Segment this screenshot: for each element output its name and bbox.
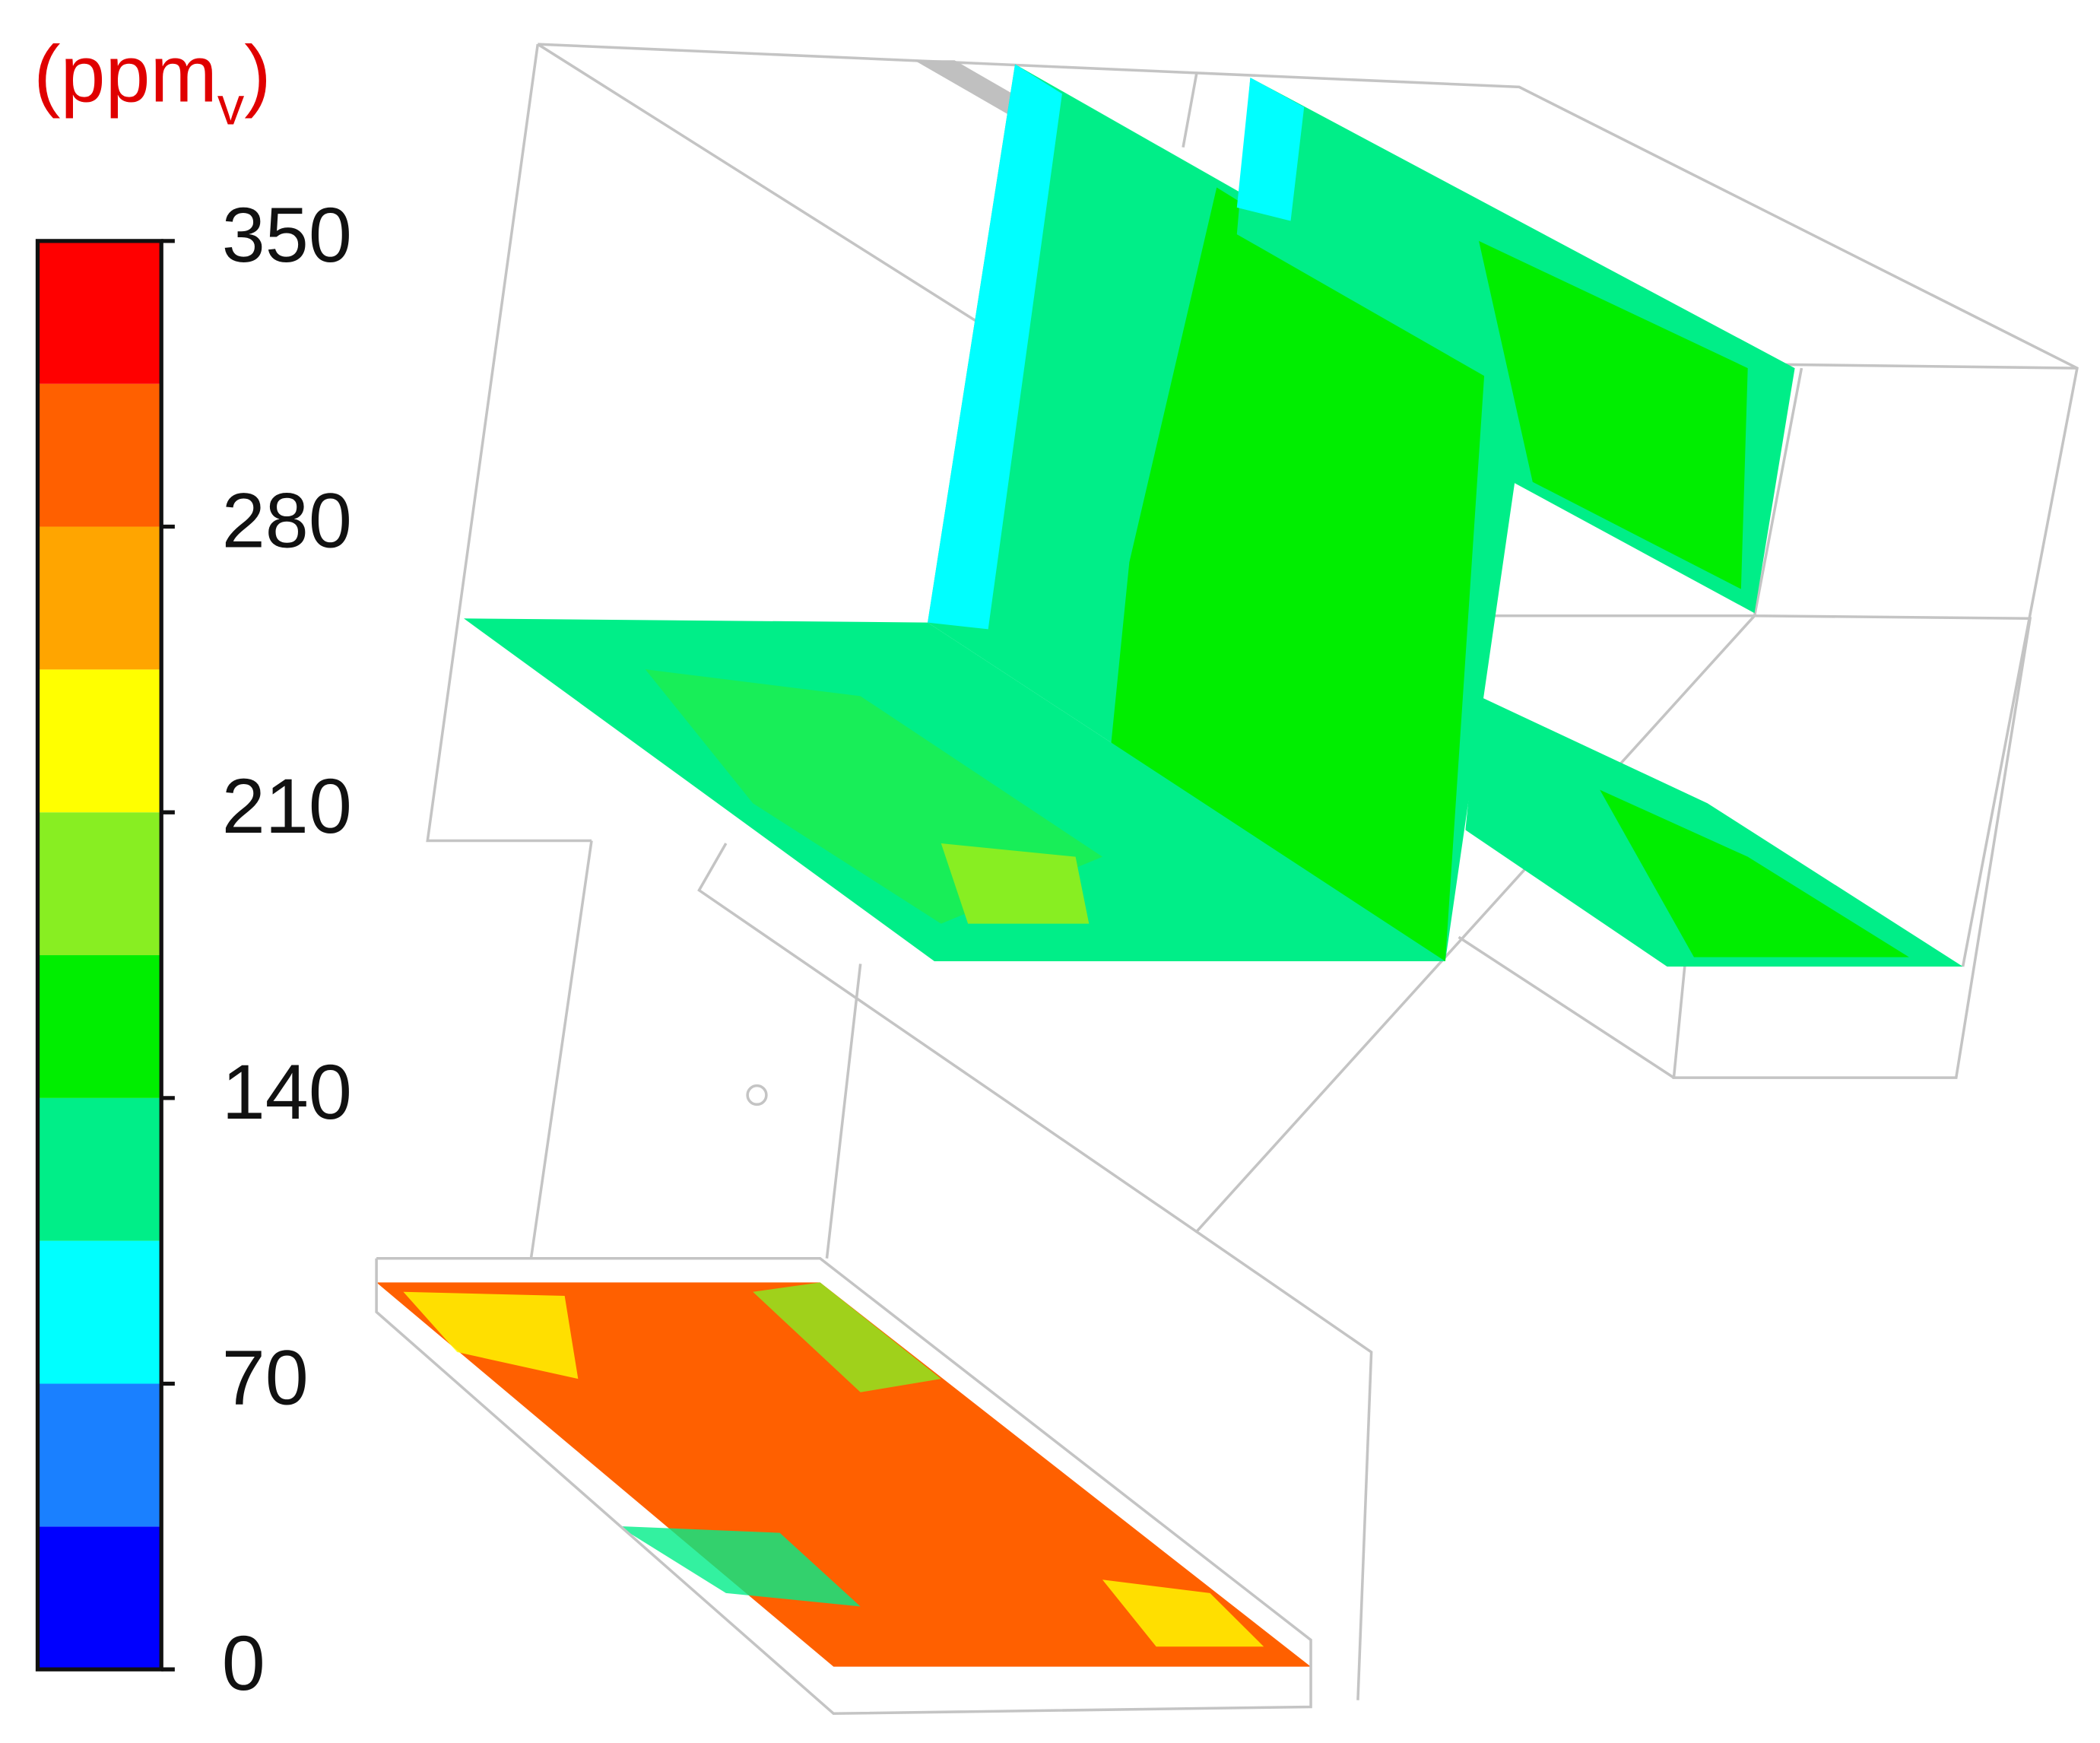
- colorbar-band: [37, 240, 162, 384]
- tick-label: 70: [222, 1334, 309, 1421]
- colorbar-band: [37, 526, 162, 670]
- box-edge: [426, 43, 592, 843]
- colorbar: 0 70 140 210 280 350: [35, 191, 352, 1706]
- tray: [376, 1282, 1312, 1667]
- colorbar-band: [37, 955, 162, 1098]
- tray-patch: [403, 1291, 579, 1379]
- plane-patch: [1236, 78, 1305, 221]
- box-edge: [1182, 73, 1198, 148]
- box-edge: [538, 43, 2079, 967]
- box-edge: [1458, 935, 1675, 1079]
- box-edge: [1672, 367, 2032, 1079]
- plane: [1465, 696, 1963, 967]
- title-subscript: v: [217, 76, 245, 136]
- tick-label: 210: [222, 762, 352, 849]
- colorbar-band: [37, 1240, 162, 1384]
- plane-patch: [1479, 240, 1748, 589]
- colorbar-band: [37, 1383, 162, 1527]
- tick-label: 350: [222, 191, 352, 278]
- colorbar-title: (ppmv): [33, 30, 271, 136]
- plane-patch: [941, 843, 1090, 924]
- plane-patch: [1102, 187, 1486, 961]
- colorbar-band: [37, 812, 162, 956]
- tray-patch: [618, 1526, 861, 1607]
- tray-patch: [753, 1282, 941, 1392]
- colorbar-band: [37, 383, 162, 527]
- tick-label: 0: [222, 1619, 265, 1706]
- box-edge: [825, 964, 862, 1259]
- title-part: ): [244, 30, 271, 119]
- plane-patch: [928, 64, 1062, 630]
- box-edge: [697, 843, 1198, 1233]
- colorbar-band: [37, 669, 162, 813]
- colorbar-band: [37, 1097, 162, 1241]
- tray-edge: [375, 1256, 1312, 1716]
- title-part: (ppm: [33, 30, 217, 119]
- domain-geometry: [375, 43, 2079, 1716]
- tick-label: 280: [222, 477, 352, 564]
- colorbar-band: [37, 1526, 162, 1670]
- tick-label: 140: [222, 1048, 352, 1135]
- inlet: [746, 1084, 768, 1106]
- plane-patch: [1600, 789, 1909, 957]
- box-edge: [529, 840, 593, 1259]
- tray-patch: [1102, 1579, 1264, 1647]
- colorbar-frame: [35, 239, 163, 1672]
